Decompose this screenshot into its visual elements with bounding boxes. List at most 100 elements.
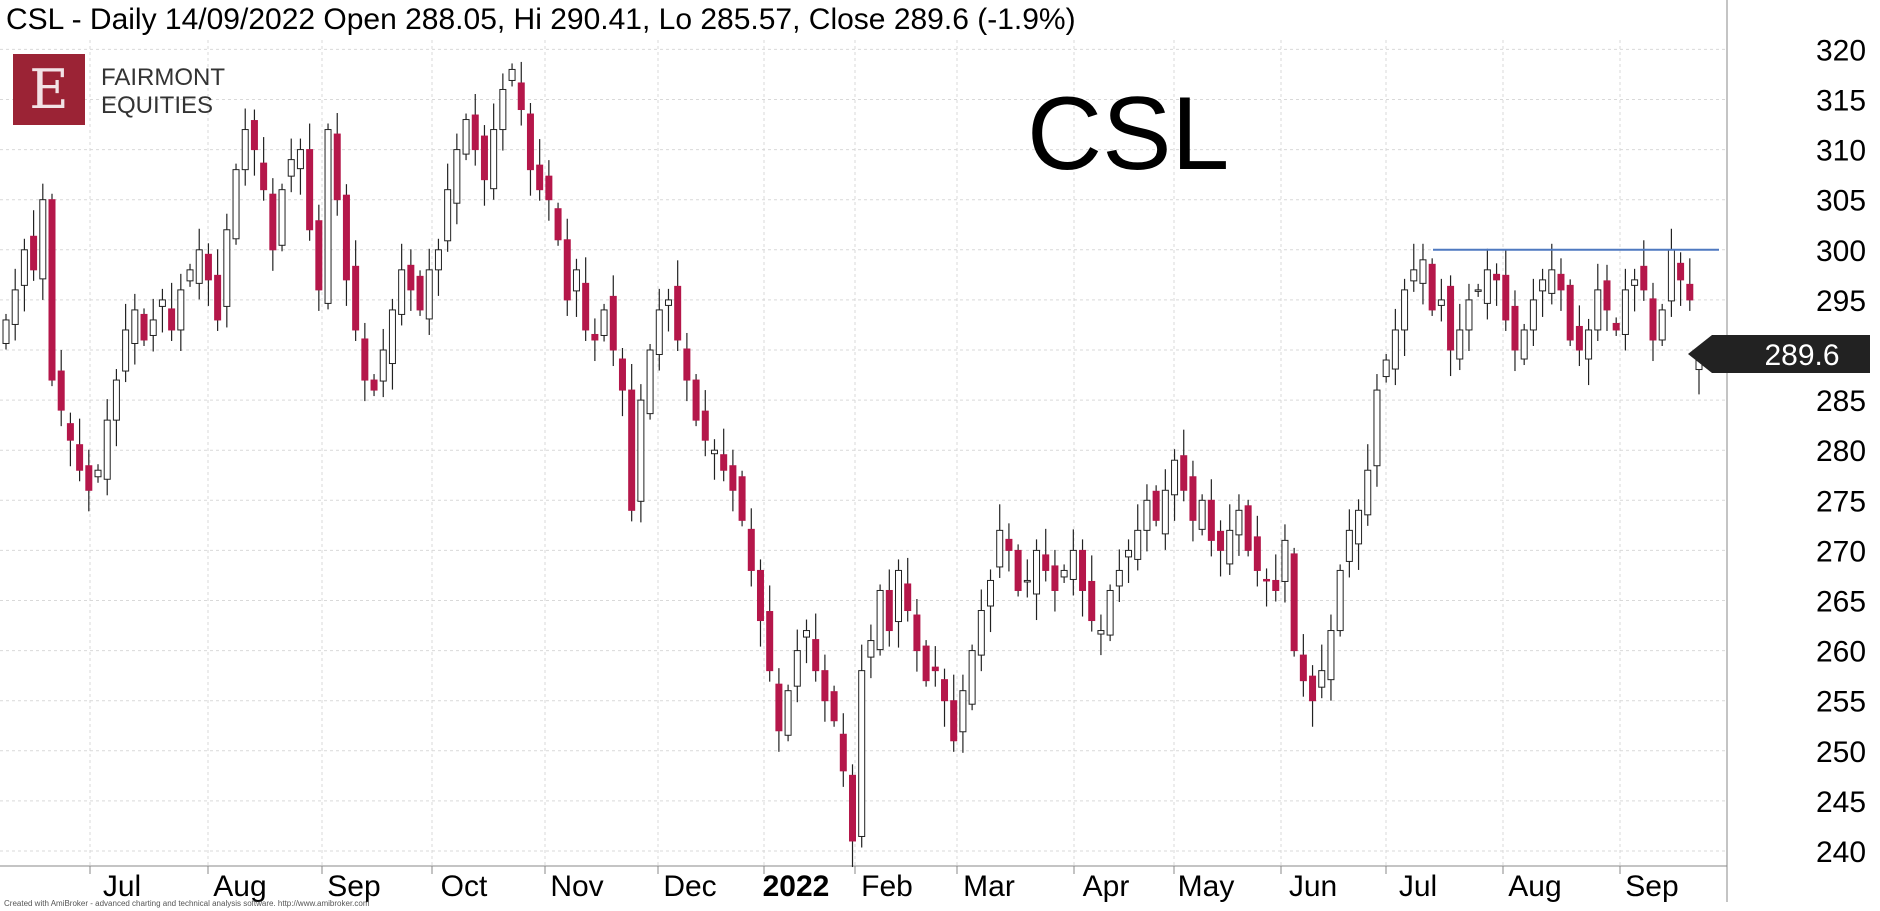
candle-up — [1539, 279, 1547, 292]
y-tick-label: 315 — [1816, 85, 1866, 118]
candle-up — [876, 589, 884, 651]
candle-up — [39, 199, 47, 280]
candle-down — [480, 135, 488, 181]
candle-down — [1244, 505, 1252, 551]
candle-down — [1566, 284, 1574, 341]
candle-down — [692, 379, 700, 421]
candle-up — [287, 159, 295, 177]
candle-down — [582, 282, 590, 331]
candle-down — [30, 235, 38, 271]
candle-down — [1005, 538, 1013, 551]
candle-up — [858, 670, 866, 837]
candle-up — [195, 249, 203, 284]
candle-down — [591, 333, 599, 341]
candle-down — [407, 264, 415, 291]
y-tick-label: 285 — [1816, 385, 1866, 418]
candle-up — [1143, 499, 1151, 531]
candle-up — [1529, 299, 1537, 331]
candle-down — [1014, 549, 1022, 591]
candle-down — [214, 274, 222, 321]
candle-down — [618, 358, 626, 391]
candle-down — [1511, 305, 1519, 351]
candle-up — [1355, 509, 1363, 545]
candle-down — [370, 379, 378, 391]
y-tick-label: 250 — [1816, 736, 1866, 769]
candle-down — [756, 569, 764, 622]
candle-down — [701, 410, 709, 441]
logo-line1: FAIRMONT — [101, 64, 225, 91]
chart-header: CSL - Daily 14/09/2022 Open 288.05, Hi 2… — [6, 3, 1076, 36]
logo-line2: EQUITIES — [101, 92, 214, 119]
candle-up — [1097, 630, 1105, 635]
candle-up — [1474, 289, 1482, 292]
candle-down — [1677, 262, 1685, 281]
candle-down — [1088, 580, 1096, 622]
candle-down — [352, 265, 360, 331]
candle-up — [1483, 269, 1491, 304]
x-tick-label: May — [1178, 870, 1235, 903]
candle-down — [471, 114, 479, 151]
candle-down — [1042, 554, 1050, 571]
candle-down — [1575, 325, 1583, 351]
candle-down — [941, 679, 949, 702]
y-tick-label: 260 — [1816, 636, 1866, 669]
candle-up — [1069, 549, 1077, 580]
candle-up — [1115, 569, 1123, 587]
y-tick-label: 295 — [1816, 285, 1866, 318]
candle-up — [600, 309, 608, 336]
candle-down — [729, 465, 737, 491]
candle-down — [333, 133, 341, 201]
candle-up — [1023, 579, 1031, 583]
y-tick-label: 300 — [1816, 235, 1866, 268]
x-tick-label: Sep — [1625, 870, 1678, 903]
candle-down — [747, 528, 755, 571]
candle-up — [1465, 299, 1473, 331]
candle-up — [434, 249, 442, 271]
candle-up — [223, 229, 231, 307]
candle-down — [609, 295, 617, 351]
candle-up — [462, 119, 470, 155]
candle-down — [766, 611, 774, 672]
candle-down — [1152, 490, 1160, 521]
y-tick-label: 275 — [1816, 485, 1866, 518]
candle-up — [158, 299, 166, 307]
candle-up — [1401, 289, 1409, 331]
candle-up — [2, 319, 10, 344]
y-tick-label: 320 — [1816, 34, 1866, 67]
logo-letter: E — [29, 58, 69, 121]
candle-up — [186, 269, 194, 282]
candle-down — [168, 308, 176, 331]
candle-up — [1667, 249, 1675, 302]
candle-down — [517, 82, 525, 111]
candle-up — [1281, 539, 1289, 582]
candle-down — [904, 583, 912, 612]
candle-up — [1456, 329, 1464, 360]
candle-down — [674, 285, 682, 341]
candle-down — [738, 476, 746, 521]
candle-down — [204, 253, 212, 281]
candle-down — [140, 313, 148, 341]
candle-up — [996, 529, 1004, 568]
candle-down — [85, 465, 93, 491]
y-tick-label: 240 — [1816, 836, 1866, 869]
candle-down — [821, 670, 829, 702]
last-price-tag-shape — [1688, 335, 1870, 374]
candle-down — [1603, 280, 1611, 311]
candle-up — [977, 610, 985, 656]
logo-emblem — [13, 54, 85, 125]
candle-up — [710, 449, 718, 455]
candle-down — [1207, 499, 1215, 541]
x-tick-label: Dec — [663, 870, 716, 903]
candle-up — [490, 129, 498, 190]
candle-up — [1060, 569, 1068, 578]
candle-down — [361, 338, 369, 381]
candle-up — [1171, 459, 1179, 496]
credit-text: Created with AmiBroker - advanced charti… — [4, 899, 370, 908]
candle-down — [1428, 263, 1436, 311]
candle-up — [664, 299, 672, 306]
candle-down — [1217, 530, 1225, 551]
candle-up — [572, 269, 580, 292]
y-tick-label: 305 — [1816, 185, 1866, 218]
y-tick-label: 270 — [1816, 535, 1866, 568]
candle-up — [867, 640, 875, 658]
